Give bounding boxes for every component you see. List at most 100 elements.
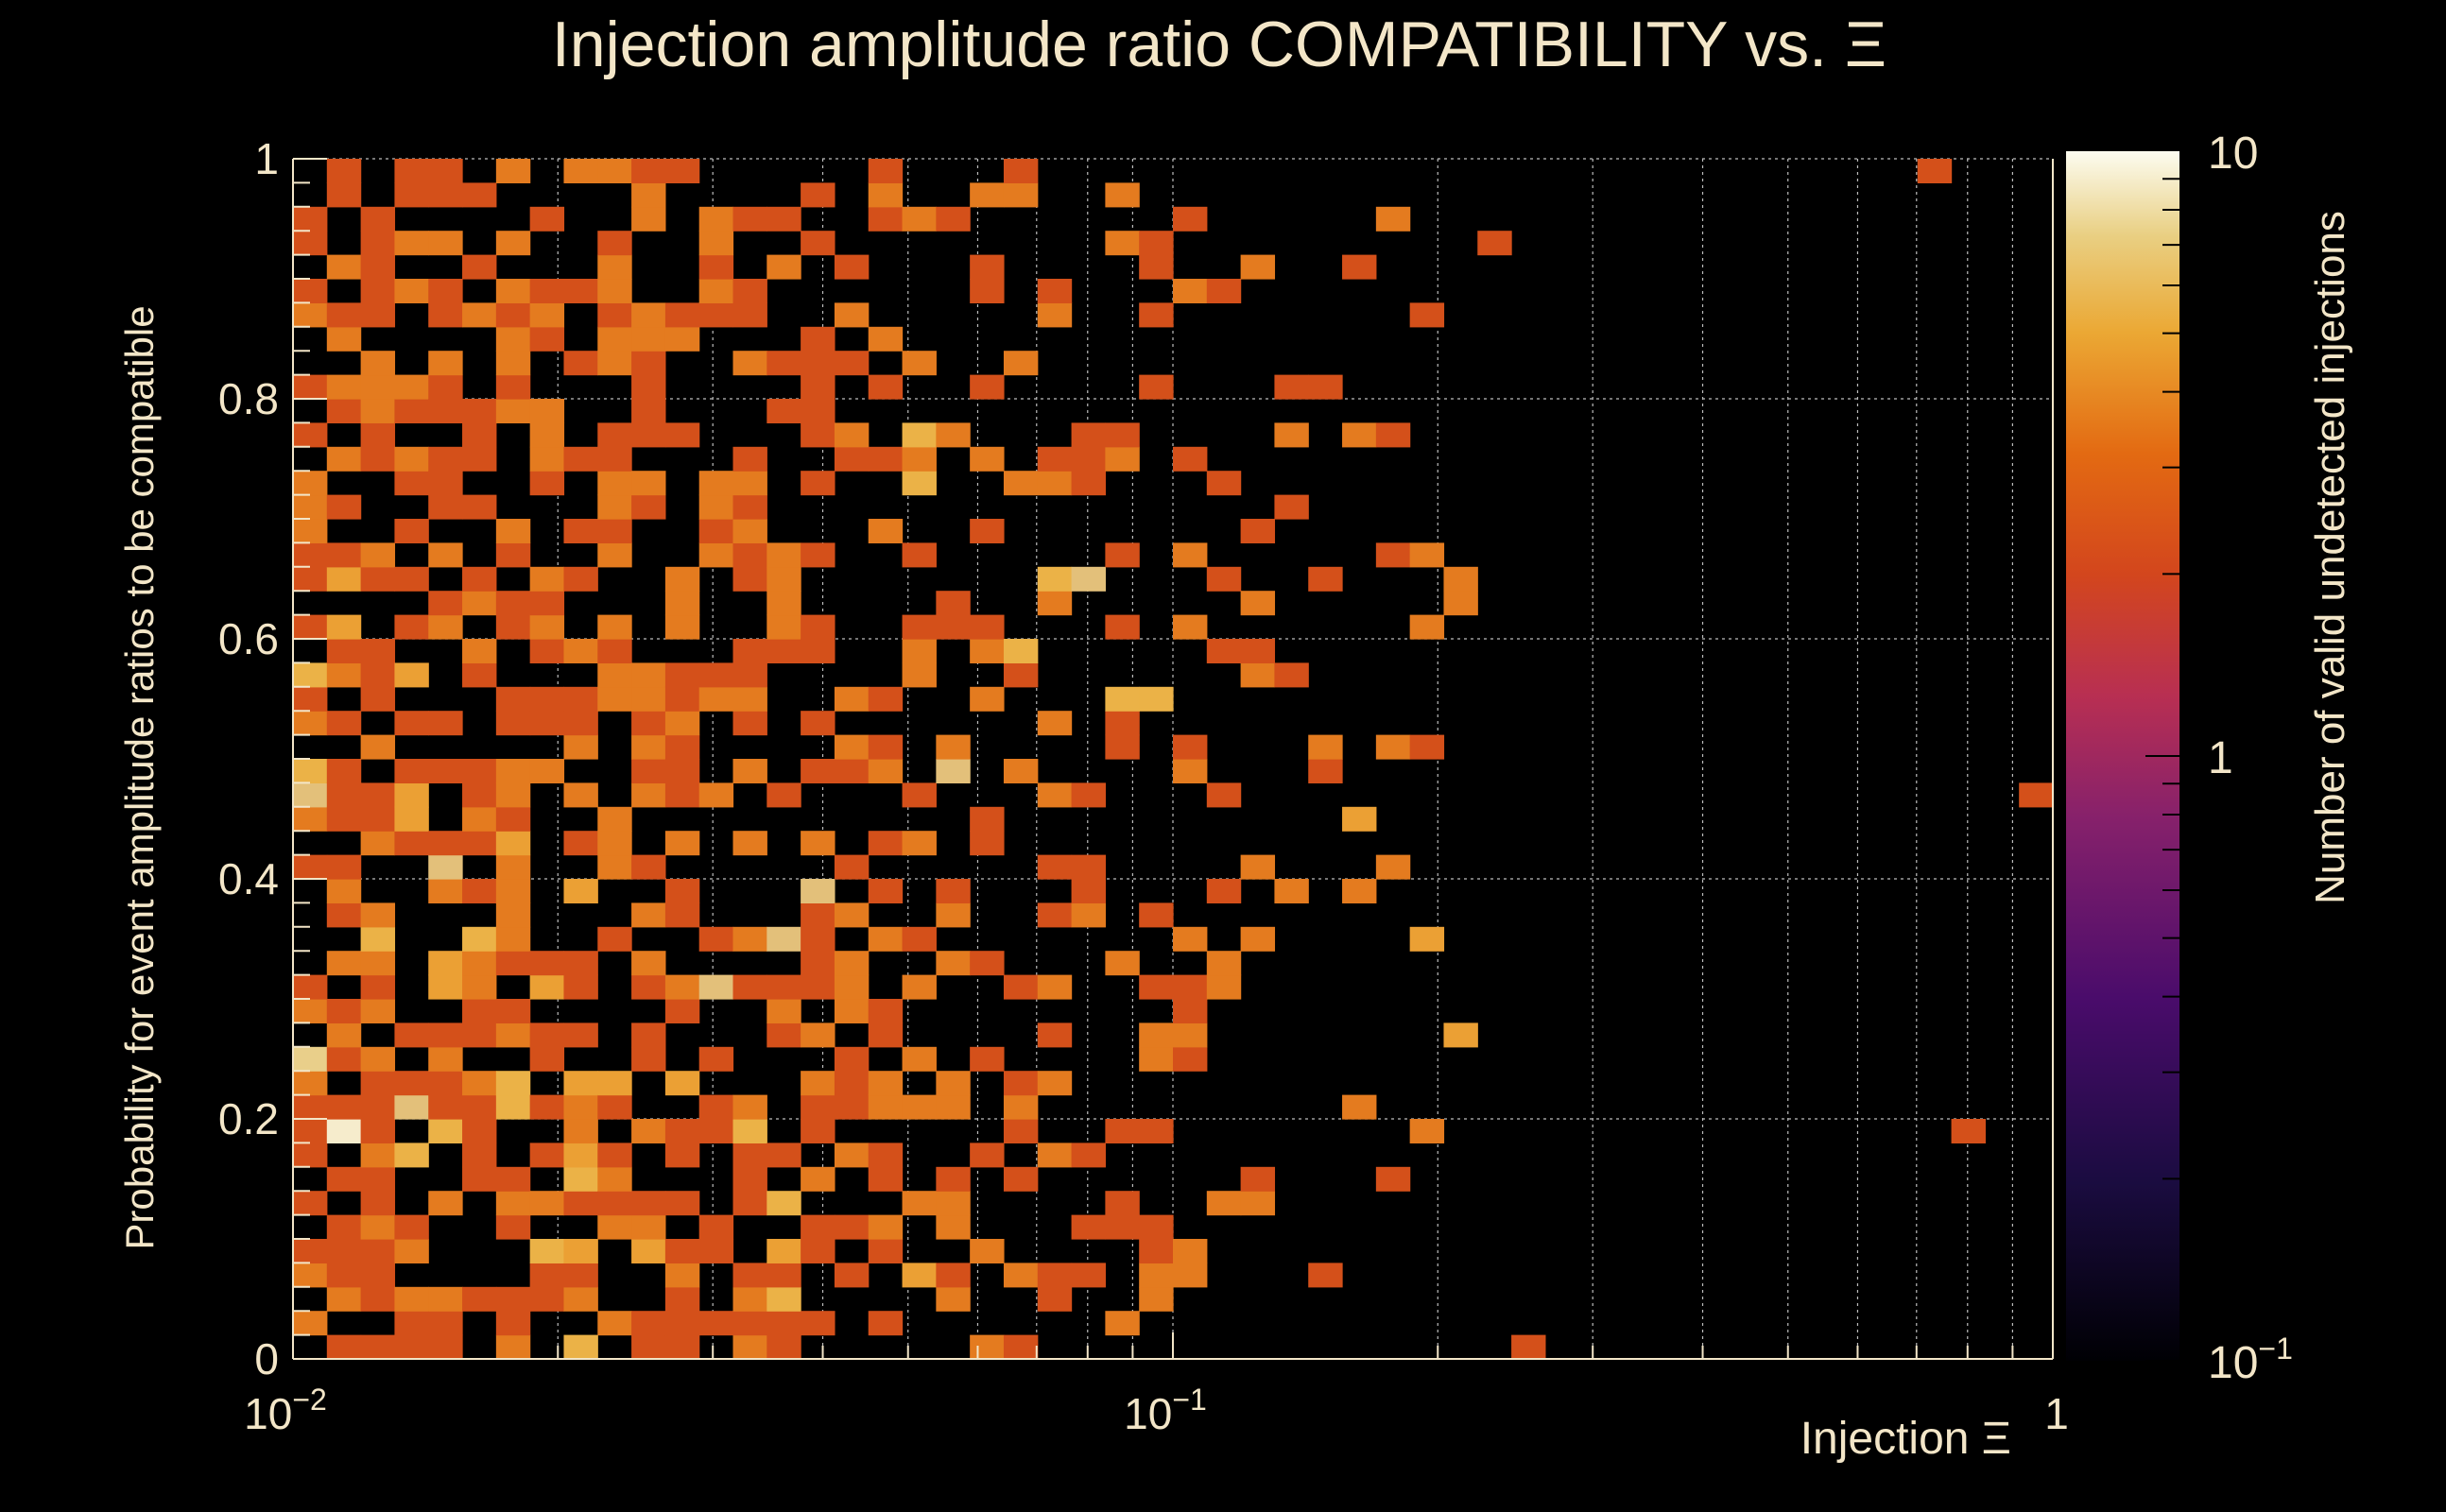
heatmap-cell bbox=[529, 1191, 565, 1216]
heatmap-cell bbox=[902, 974, 937, 1000]
heatmap-cell bbox=[1308, 734, 1343, 760]
heatmap-cell bbox=[293, 566, 328, 592]
heatmap-cell bbox=[597, 542, 632, 568]
heatmap-cell bbox=[360, 999, 396, 1023]
heatmap-cell bbox=[1173, 999, 1208, 1023]
heatmap-cell bbox=[360, 734, 396, 760]
heatmap-cell bbox=[360, 374, 396, 400]
heatmap-cell bbox=[631, 1046, 666, 1072]
heatmap-cell bbox=[1274, 662, 1309, 688]
heatmap-cell bbox=[563, 974, 598, 1000]
heatmap-cell bbox=[834, 351, 870, 376]
heatmap-cell bbox=[360, 351, 396, 376]
heatmap-cell bbox=[834, 302, 870, 328]
heatmap-cell bbox=[529, 1239, 565, 1263]
heatmap-cell bbox=[970, 806, 1005, 832]
heatmap-cell bbox=[1105, 1311, 1140, 1336]
heatmap-cell bbox=[428, 279, 463, 303]
heatmap-cell bbox=[664, 422, 700, 448]
heatmap-cell bbox=[970, 951, 1005, 976]
heatmap-cell bbox=[326, 951, 362, 976]
heatmap-cell bbox=[631, 302, 666, 328]
heatmap-cell bbox=[902, 1046, 937, 1072]
heatmap-cell bbox=[462, 1071, 497, 1096]
heatmap-cell bbox=[1951, 1119, 1986, 1143]
heatmap-cell bbox=[563, 1286, 598, 1312]
heatmap-cell bbox=[462, 1094, 497, 1120]
heatmap-cell bbox=[293, 974, 328, 1000]
heatmap-cell bbox=[834, 686, 870, 712]
heatmap-cell bbox=[631, 1239, 666, 1263]
heatmap-cell bbox=[597, 639, 632, 663]
heatmap-cell bbox=[801, 1071, 835, 1096]
heatmap-cell bbox=[970, 279, 1005, 303]
x-axis-ticks: 10−2 10−1 1 bbox=[244, 1332, 2069, 1438]
heatmap-cell bbox=[597, 231, 632, 256]
heatmap-cell bbox=[293, 854, 328, 880]
heatmap-cell bbox=[563, 734, 598, 760]
heatmap-cell bbox=[1206, 782, 1242, 808]
heatmap-cell bbox=[360, 974, 396, 1000]
heatmap-cell bbox=[970, 254, 1005, 280]
heatmap-cell bbox=[732, 926, 767, 952]
heatmap-cell bbox=[293, 494, 328, 520]
heatmap-cell bbox=[698, 471, 734, 496]
heatmap-cell bbox=[902, 639, 937, 663]
heatmap-cell bbox=[664, 711, 700, 736]
heatmap-cell bbox=[428, 879, 463, 903]
heatmap-cell bbox=[868, 1022, 904, 1048]
heatmap-cell bbox=[1477, 231, 1512, 256]
heatmap-cell bbox=[631, 1119, 666, 1143]
heatmap-cell bbox=[1173, 1239, 1208, 1263]
heatmap-cell bbox=[529, 639, 565, 663]
heatmap-cell bbox=[1003, 1094, 1039, 1120]
heatmap-cell bbox=[868, 159, 904, 183]
heatmap-cell bbox=[563, 1143, 598, 1168]
heatmap-cell bbox=[1105, 422, 1140, 448]
heatmap-cell bbox=[868, 831, 904, 856]
heatmap-cell bbox=[326, 1239, 362, 1263]
heatmap-cell bbox=[801, 759, 835, 783]
heatmap-cell bbox=[597, 279, 632, 303]
heatmap-cell bbox=[732, 206, 767, 232]
heatmap-cell bbox=[563, 279, 598, 303]
heatmap-cell bbox=[801, 902, 835, 928]
heatmap-cell bbox=[529, 326, 565, 352]
heatmap-cell bbox=[293, 1239, 328, 1263]
heatmap-cell bbox=[1206, 566, 1242, 592]
heatmap-cell bbox=[1105, 686, 1140, 712]
heatmap-cell bbox=[360, 279, 396, 303]
heatmap-cell bbox=[462, 999, 497, 1023]
heatmap-cell bbox=[529, 1094, 565, 1120]
heatmap-cell bbox=[563, 1071, 598, 1096]
heatmap-cell bbox=[902, 1094, 937, 1120]
heatmap-cell bbox=[428, 542, 463, 568]
heatmap-cell bbox=[597, 254, 632, 280]
heatmap-cell bbox=[801, 422, 835, 448]
heatmap-cell bbox=[1003, 471, 1039, 496]
heatmap-cell bbox=[563, 782, 598, 808]
heatmap-cell bbox=[834, 854, 870, 880]
heatmap-cell bbox=[1037, 471, 1073, 496]
heatmap-cell bbox=[326, 302, 362, 328]
heatmap-cell bbox=[631, 1214, 666, 1240]
heatmap-cell bbox=[326, 399, 362, 423]
heatmap-cell bbox=[1139, 974, 1174, 1000]
heatmap-cell bbox=[1173, 614, 1208, 640]
heatmap-cell bbox=[1206, 974, 1242, 1000]
heatmap-cell bbox=[767, 782, 801, 808]
heatmap-cell bbox=[801, 399, 835, 423]
heatmap-cell bbox=[360, 1166, 396, 1192]
heatmap-cell bbox=[902, 542, 937, 568]
heatmap-cell bbox=[801, 1239, 835, 1263]
heatmap-cell bbox=[1003, 639, 1039, 663]
heatmap-cell bbox=[326, 999, 362, 1023]
heatmap-cell bbox=[360, 806, 396, 832]
heatmap-cell bbox=[360, 206, 396, 232]
heatmap-cell bbox=[1173, 974, 1208, 1000]
heatmap-cell bbox=[970, 1143, 1005, 1168]
heatmap-cell bbox=[326, 1166, 362, 1192]
heatmap-cell bbox=[834, 999, 870, 1023]
heatmap-cell bbox=[326, 639, 362, 663]
heatmap-cell bbox=[495, 1214, 531, 1240]
